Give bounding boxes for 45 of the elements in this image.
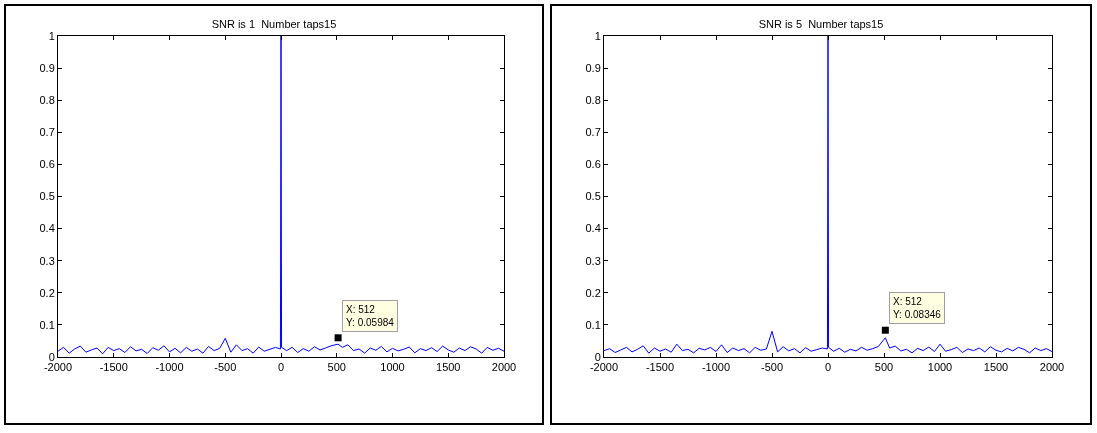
- y-tick-label: 0.3: [39, 254, 55, 267]
- x-tick-label: 0: [277, 361, 285, 374]
- x-tick-label: 1000: [927, 361, 953, 374]
- x-tick-label: 500: [327, 361, 346, 374]
- y-tick-label: 0.7: [39, 126, 55, 139]
- x-tick-label: 2000: [1039, 361, 1065, 374]
- x-tick-label: -2000: [43, 361, 73, 374]
- y-tick-label: 0.5: [585, 190, 601, 203]
- y-tick-label: 0.5: [39, 190, 55, 203]
- y-tick-label: 0.9: [39, 61, 55, 74]
- y-tick-label: 0.2: [39, 286, 55, 299]
- y-tick-label: 0.1: [585, 318, 601, 331]
- x-tick-label: -1000: [155, 361, 184, 374]
- y-tick-label: 1: [48, 29, 55, 42]
- x-tick-label: -500: [214, 361, 237, 374]
- y-tick-label: 0.7: [585, 126, 601, 139]
- x-tick-label: -500: [760, 361, 784, 374]
- y-tick-label: 0.4: [585, 222, 601, 235]
- line-series: [58, 36, 504, 355]
- y-tick-label: 0: [48, 350, 55, 363]
- y-tick-label: 0.3: [585, 254, 601, 267]
- y-tick-label: 0.1: [39, 318, 55, 331]
- y-tick-label: 0.6: [39, 158, 55, 171]
- x-tick-label: 0: [824, 361, 832, 374]
- chart-title: SNR is 1 Number taps15: [211, 17, 337, 30]
- x-tick-label: 2000: [491, 361, 517, 374]
- annotation: X: 512 Y: 0.08346: [893, 296, 942, 320]
- x-tick-label: -1500: [645, 361, 675, 374]
- y-tick-label: 0.2: [585, 286, 601, 299]
- y-tick-label: 0.9: [585, 61, 601, 74]
- y-tick-label: 0.8: [585, 94, 601, 107]
- x-tick-label: 500: [874, 361, 894, 374]
- y-tick-label: 0.8: [39, 94, 55, 107]
- x-tick-label: -1000: [701, 361, 731, 374]
- chart-title: SNR is 5 Number taps15: [758, 17, 884, 30]
- x-tick-label: 1500: [983, 361, 1009, 374]
- x-tick-label: 1000: [380, 361, 405, 374]
- x-tick-label: -2000: [589, 361, 619, 374]
- annotation: X: 512 Y: 0.05984: [346, 304, 395, 328]
- x-tick-label: 1500: [436, 361, 461, 374]
- y-tick-label: 0.4: [39, 222, 55, 235]
- x-tick-label: -1500: [99, 361, 128, 374]
- y-tick-label: 1: [594, 29, 601, 42]
- y-tick-label: 0: [594, 350, 601, 363]
- y-tick-label: 0.6: [585, 158, 601, 171]
